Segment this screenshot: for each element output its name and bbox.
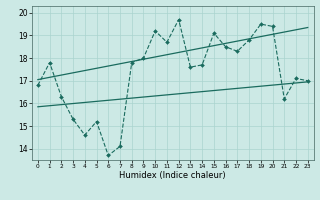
X-axis label: Humidex (Indice chaleur): Humidex (Indice chaleur) [119,171,226,180]
